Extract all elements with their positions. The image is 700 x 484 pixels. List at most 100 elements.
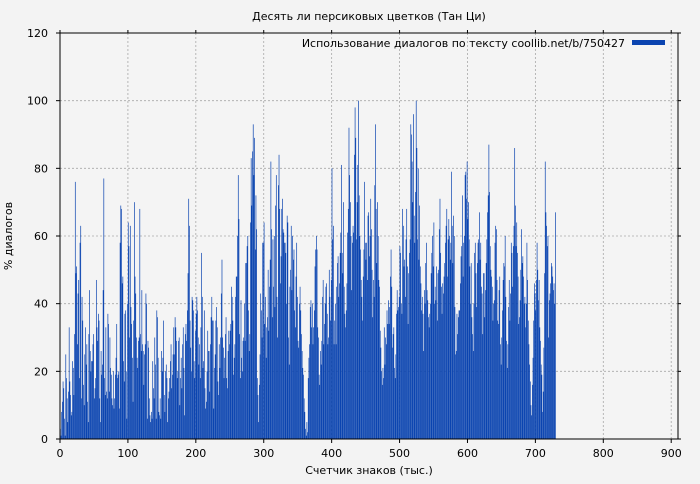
data-bar	[318, 374, 320, 439]
data-bar	[387, 323, 389, 439]
data-bar	[440, 286, 442, 439]
data-bar	[223, 378, 225, 439]
data-bar	[83, 384, 84, 439]
data-bar	[402, 225, 404, 439]
data-bar	[424, 303, 426, 439]
data-bar	[298, 347, 300, 439]
data-bar	[509, 320, 511, 439]
x-tick-label: 500	[389, 447, 410, 460]
data-bar	[320, 351, 321, 439]
data-bar	[447, 239, 449, 439]
data-bar	[104, 378, 105, 439]
data-bar	[438, 269, 439, 439]
data-bar	[358, 100, 359, 440]
data-bar	[346, 283, 348, 439]
bars-layer	[60, 100, 556, 440]
data-bar	[261, 310, 262, 439]
data-bar	[144, 344, 146, 439]
data-bar	[478, 239, 480, 439]
data-bar	[187, 273, 189, 439]
data-bar	[86, 344, 88, 439]
data-bar	[160, 418, 162, 439]
data-bar	[334, 320, 336, 439]
data-bar	[104, 395, 106, 439]
data-bar	[415, 192, 416, 439]
data-bar	[266, 327, 268, 439]
data-bar	[184, 334, 186, 439]
data-bar	[208, 351, 209, 439]
data-bar	[134, 202, 135, 439]
data-bar	[130, 307, 132, 439]
data-bar	[140, 351, 142, 439]
data-bar	[65, 354, 67, 439]
data-bar	[443, 293, 444, 439]
data-bar	[320, 364, 322, 439]
data-bar	[517, 252, 518, 439]
data-bar	[533, 320, 535, 439]
data-bar	[115, 374, 116, 439]
y-tick-label: 100	[27, 95, 48, 108]
data-bar	[311, 327, 312, 439]
data-bar	[497, 320, 499, 439]
data-bar	[273, 236, 275, 439]
data-bar	[299, 303, 300, 439]
y-tick-label: 80	[34, 162, 48, 175]
data-bar	[162, 357, 164, 439]
data-bar	[521, 263, 523, 439]
data-bar	[248, 310, 249, 439]
data-bar	[495, 225, 497, 439]
data-bar	[378, 279, 380, 439]
data-bar	[451, 171, 452, 439]
data-bar	[90, 371, 92, 439]
data-bar	[281, 208, 283, 439]
data-bar	[252, 124, 254, 439]
data-bar	[362, 320, 363, 439]
data-bar	[185, 323, 187, 439]
data-bar	[192, 300, 194, 439]
data-bar	[440, 252, 442, 439]
data-bar	[66, 398, 68, 439]
data-bar	[328, 269, 330, 439]
data-bar	[131, 357, 133, 439]
data-bar	[77, 293, 79, 439]
data-bar	[492, 320, 494, 439]
data-bar	[244, 340, 246, 439]
data-bar	[174, 317, 176, 439]
data-bar	[409, 239, 411, 439]
data-bar	[324, 323, 325, 439]
data-bar	[357, 164, 359, 439]
data-bar	[176, 340, 177, 439]
data-bar	[265, 357, 267, 439]
data-bar	[493, 300, 495, 439]
data-bar	[258, 422, 259, 439]
data-bar	[242, 340, 244, 439]
data-bar	[216, 307, 217, 439]
data-bar	[110, 374, 112, 439]
data-bar	[544, 161, 546, 439]
data-bar	[141, 290, 143, 439]
data-bar	[337, 256, 339, 439]
data-bar	[485, 263, 487, 439]
data-bar	[410, 124, 412, 439]
data-bar	[295, 276, 297, 439]
data-bar	[301, 351, 303, 439]
data-bar	[317, 327, 319, 439]
data-bar	[280, 256, 282, 439]
data-bar	[323, 344, 325, 439]
data-bar	[318, 337, 319, 439]
data-bar	[285, 252, 287, 439]
data-bar	[371, 269, 373, 439]
data-bar	[74, 181, 76, 439]
data-bar	[524, 296, 526, 439]
data-bar	[488, 144, 490, 439]
data-bar	[360, 249, 361, 439]
data-bar	[81, 296, 83, 439]
data-bar	[551, 266, 553, 439]
data-bar	[500, 344, 501, 439]
data-bar	[148, 347, 149, 439]
data-bar	[278, 185, 279, 439]
data-bar	[322, 296, 323, 439]
data-bar	[345, 310, 347, 439]
data-bar	[259, 354, 261, 439]
data-bar	[91, 361, 93, 439]
